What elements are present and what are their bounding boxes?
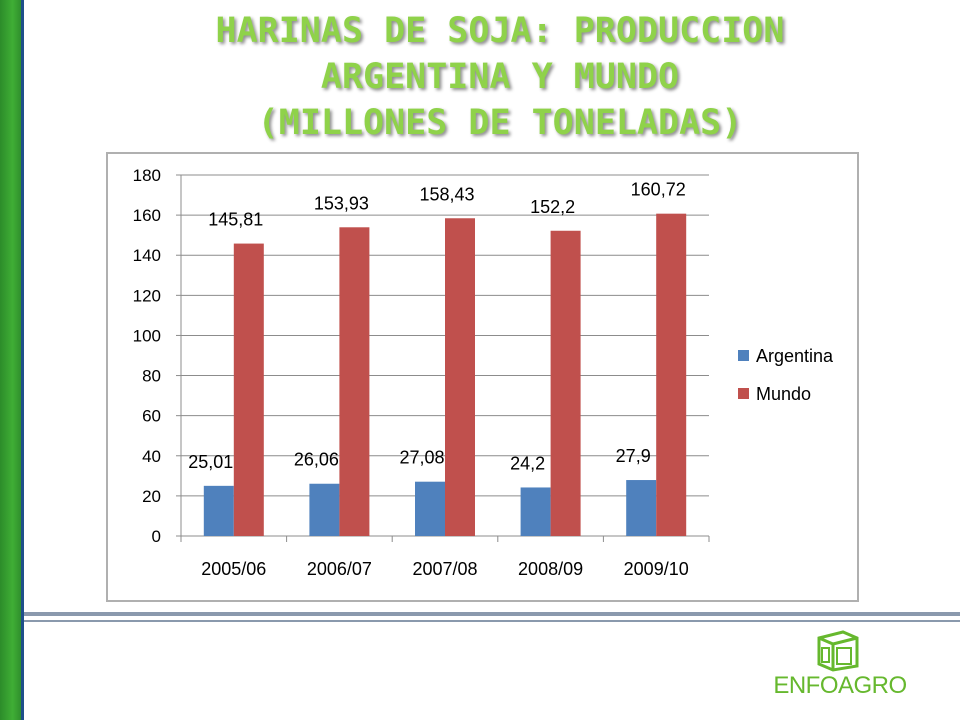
data-label-mundo: 160,72 (631, 180, 686, 200)
bar-mundo (339, 227, 370, 536)
bar-mundo (656, 213, 687, 536)
y-tick-label: 60 (142, 407, 161, 426)
x-tick-label: 2005/06 (201, 559, 266, 579)
left-accent-bar (0, 0, 21, 720)
bar-argentina (520, 487, 551, 536)
cube-logo-icon (817, 630, 859, 672)
title-line-1: HARINAS DE SOJA: PRODUCCION (215, 11, 785, 51)
x-tick-label: 2007/08 (412, 559, 477, 579)
y-tick-label: 20 (142, 487, 161, 506)
y-tick-label: 80 (142, 367, 161, 386)
y-tick-label: 140 (133, 246, 161, 265)
x-tick-label: 2006/07 (307, 559, 372, 579)
data-label-mundo: 145,81 (208, 210, 263, 230)
footer-divider (24, 612, 960, 616)
data-label-argentina: 26,06 (294, 450, 339, 470)
legend-swatch-mundo (738, 388, 749, 399)
legend-swatch-argentina (738, 350, 749, 361)
title-line-2: ARGENTINA Y MUNDO (320, 57, 680, 97)
bar-mundo (233, 243, 264, 536)
data-label-argentina: 27,9 (616, 446, 651, 466)
y-tick-label: 180 (133, 166, 161, 185)
legend-label-argentina: Argentina (756, 346, 834, 366)
x-tick-label: 2008/09 (518, 559, 583, 579)
data-label-mundo: 153,93 (314, 193, 369, 213)
x-tick-label: 2009/10 (624, 559, 689, 579)
data-label-mundo: 152,2 (530, 197, 575, 217)
data-label-mundo: 158,43 (419, 184, 474, 204)
bar-mundo (550, 230, 581, 536)
left-accent-line (21, 0, 24, 720)
data-label-argentina: 27,08 (399, 448, 444, 468)
y-tick-label: 120 (133, 286, 161, 305)
footer-divider-thin (24, 620, 960, 622)
brand-logo-text: ENFOAGRO (773, 672, 907, 699)
y-tick-label: 0 (152, 527, 161, 546)
data-label-argentina: 25,01 (188, 452, 233, 472)
y-tick-label: 40 (142, 447, 161, 466)
data-label-argentina: 24,2 (510, 453, 545, 473)
y-tick-label: 100 (133, 326, 161, 345)
y-tick-label: 160 (133, 206, 161, 225)
slide-title: HARINAS DE SOJA: PRODUCCION ARGENTINA Y … (30, 8, 960, 146)
bar-mundo (445, 218, 475, 536)
title-line-3: (MILLONES DE TONELADAS) (257, 103, 743, 143)
bar-argentina (309, 483, 340, 536)
bar-argentina (415, 481, 445, 536)
bar-argentina (203, 485, 234, 536)
bar-argentina (626, 480, 657, 536)
legend-label-mundo: Mundo (756, 384, 811, 404)
